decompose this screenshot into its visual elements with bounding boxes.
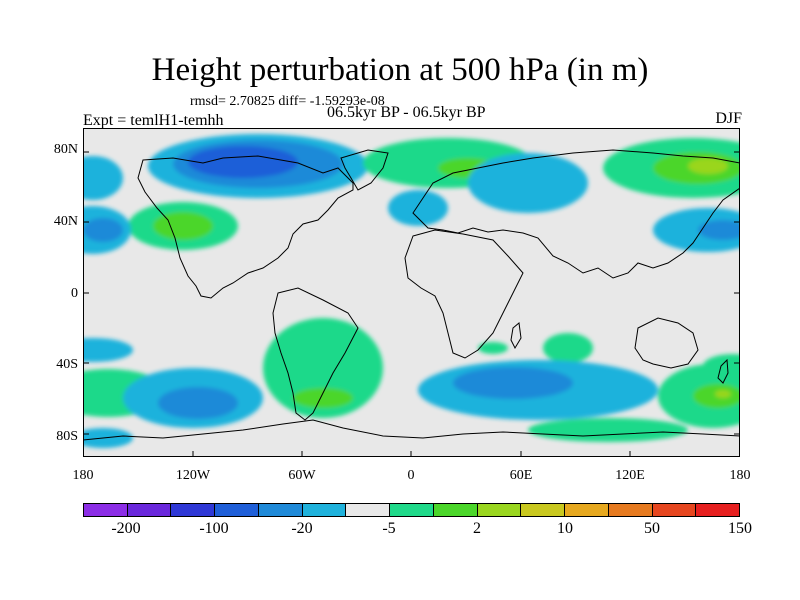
- map-panel: [83, 128, 740, 457]
- lon-label-180w: 180: [72, 468, 94, 483]
- lat-label-40n: 40N: [53, 214, 78, 229]
- colorbar-swatch-12: [608, 504, 653, 516]
- experiment-label: Expt = temlH1-temhh: [83, 112, 224, 129]
- colorbar-swatch-11: [565, 504, 609, 516]
- lat-label-0: 0: [71, 286, 78, 301]
- lon-label-180e: 180: [729, 468, 751, 483]
- colorbar-swatch-13: [652, 504, 697, 516]
- colorbar-swatch-1: [127, 504, 172, 516]
- period-text: 06.5kyr BP - 06.5kyr BP: [327, 104, 486, 121]
- colorbar-label-150: 150: [728, 520, 752, 537]
- season-label: DJF: [715, 110, 742, 127]
- colorbar-swatch-4: [258, 504, 303, 516]
- colorbar-swatch-3: [215, 504, 259, 516]
- lon-label-0: 0: [407, 468, 415, 483]
- lon-label-120e: 120E: [615, 468, 645, 483]
- colorbar-label-m5: -5: [382, 520, 396, 537]
- colorbar-swatch-10: [521, 504, 566, 516]
- stats-text: rmsd= 2.70825 diff= -1.59293e-08: [190, 94, 385, 109]
- lat-label-80n: 80N: [53, 142, 78, 157]
- colorbar-label-m200: -200: [111, 520, 141, 537]
- coastlines: [83, 149, 740, 441]
- lat-label-40s: 40S: [56, 357, 78, 372]
- colorbar-swatch-14: [696, 504, 740, 516]
- axis-ticks: [83, 151, 740, 457]
- lon-label-60e: 60E: [509, 468, 533, 483]
- colorbar-swatch-5: [302, 504, 347, 516]
- lon-label-60w: 60W: [288, 468, 316, 483]
- colorbar-swatch-0: [84, 504, 128, 516]
- colorbar-label-2: 2: [473, 520, 481, 537]
- lon-label-120w: 120W: [175, 468, 211, 483]
- colorbar-label-m100: -100: [199, 520, 229, 537]
- colorbar-swatch-7: [390, 504, 434, 516]
- colorbar-swatch-6: [346, 504, 391, 516]
- colorbar-label-10: 10: [557, 520, 573, 537]
- colorbar-swatch-9: [477, 504, 522, 516]
- colorbar-swatch-8: [433, 504, 478, 516]
- colorbar: [83, 503, 740, 517]
- colorbar-label-50: 50: [644, 520, 660, 537]
- contour-fill: [83, 134, 740, 448]
- colorbar-label-m20: -20: [291, 520, 313, 537]
- plot-title: Height perturbation at 500 hPa (in m): [151, 52, 649, 88]
- lat-label-80s: 80S: [56, 429, 78, 444]
- colorbar-swatch-2: [171, 504, 216, 516]
